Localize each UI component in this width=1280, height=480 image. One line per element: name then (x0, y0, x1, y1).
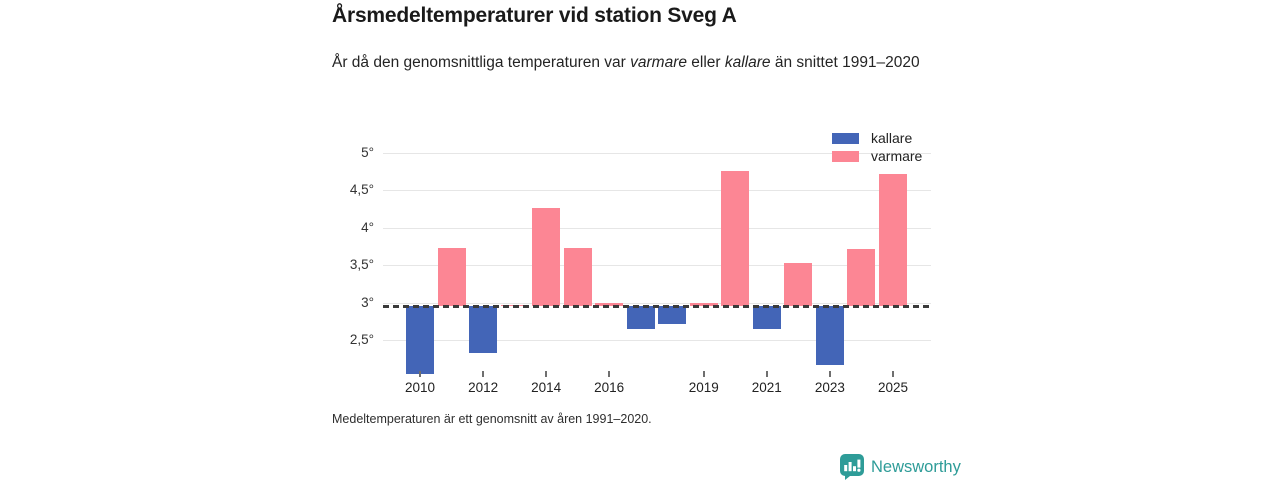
gridline (383, 227, 931, 229)
bar-2022-varmare (784, 263, 813, 307)
gridline (383, 340, 931, 341)
y-axis-tick-label: 4° (361, 219, 374, 235)
bar-2018-kallare (658, 306, 687, 325)
legend-item-kallare: kallare (832, 129, 922, 147)
y-axis-tick-label: 3° (361, 294, 374, 310)
legend-swatch-varmare (832, 150, 859, 162)
y-axis-tick-label: 4,5° (349, 182, 374, 198)
chart-footnote: Medeltemperaturen är ett genomsnitt av å… (332, 412, 652, 426)
chart-legend: kallare varmare (832, 129, 922, 165)
bar-2025-varmare (879, 173, 907, 307)
bar-2014-varmare (532, 208, 561, 307)
gridline (383, 190, 931, 192)
newsworthy-logo-link[interactable]: Newsworthy (840, 454, 961, 480)
x-axis-tick-mark (829, 371, 831, 377)
x-axis-tick-label: 2014 (531, 380, 562, 395)
bar-2021-kallare (752, 306, 781, 329)
x-axis-tick-label: 2010 (404, 380, 436, 395)
page-title: Årsmedeltemperaturer vid station Sveg A (332, 4, 737, 27)
bar-2011-varmare (437, 248, 466, 307)
x-axis-tick-mark (545, 371, 547, 377)
subtitle-segment: eller (686, 54, 725, 71)
baseline-mean-dashed-line (383, 305, 931, 308)
legend-item-varmare: varmare (832, 147, 922, 165)
subtitle-segment: än snittet 1991–2020 (770, 54, 920, 71)
y-axis-tick-label: 3,5° (349, 257, 374, 273)
y-axis-tick-label: 2,5° (349, 332, 374, 347)
x-axis-tick-mark (892, 371, 894, 377)
legend-label: kallare (871, 130, 913, 146)
gridline (383, 153, 931, 154)
bar-2015-varmare (563, 248, 592, 307)
x-axis-tick-mark (482, 371, 484, 377)
gridline (383, 265, 931, 267)
x-axis-tick-label: 2023 (814, 380, 845, 395)
bar-2012-kallare (469, 306, 498, 353)
legend-label: varmare (871, 148, 923, 164)
x-axis-tick-mark (766, 371, 768, 377)
x-axis-tick-mark (419, 371, 421, 377)
bar-2020-varmare (721, 171, 750, 307)
bar-2019-varmare (689, 302, 718, 307)
subtitle-segment: År då den genomsnittliga temperaturen va… (332, 54, 631, 71)
x-axis-tick-label: 2019 (688, 380, 719, 395)
x-axis-tick-label: 2025 (877, 380, 909, 395)
chart-subtitle: År då den genomsnittliga temperaturen va… (332, 50, 932, 76)
bar-2024-varmare (847, 248, 876, 307)
bar-2016-varmare (595, 302, 624, 307)
x-axis-tick-label: 2012 (468, 380, 499, 395)
gridline (383, 302, 931, 304)
subtitle-segment: kallare (724, 54, 771, 71)
x-axis-tick-mark (703, 371, 705, 377)
y-axis-tick-label: 5° (361, 145, 374, 160)
x-axis-tick-label: 2021 (751, 380, 782, 395)
legend-swatch-kallare (832, 132, 859, 144)
x-axis-tick-label: 2016 (594, 380, 625, 395)
subtitle-segment: varmare (630, 54, 687, 71)
newsworthy-wordmark: Newsworthy (871, 457, 961, 476)
newsworthy-bubble-barchart-icon (840, 454, 864, 480)
bar-2017-kallare (626, 306, 655, 330)
bar-2010-kallare (406, 306, 434, 374)
bar-2023-kallare (815, 306, 844, 365)
x-axis-tick-mark (608, 371, 610, 377)
